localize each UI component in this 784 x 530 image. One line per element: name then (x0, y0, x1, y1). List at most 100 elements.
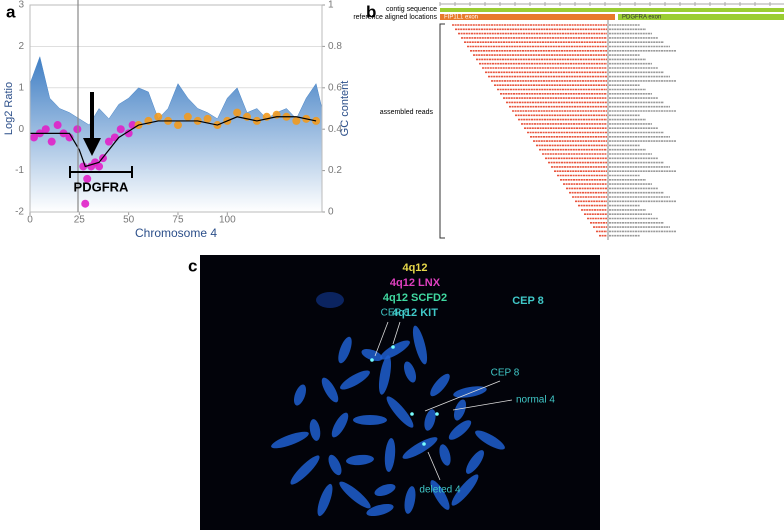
panel-a: -2 -1 0 1 2 3 0 0.2 0.4 0.6 0.8 1 0 25 50 75 100 PDGFRA Ch… (3, 0, 351, 240)
data-point (104, 137, 113, 146)
chromosome-label: CEP 8 (491, 368, 520, 379)
chromosome (366, 503, 394, 517)
chromosome (361, 348, 383, 362)
y-tick-label: -1 (15, 165, 24, 176)
chromosome (290, 455, 320, 485)
data-point (47, 137, 56, 146)
row-label: contig sequence (386, 6, 437, 13)
y2-tick-label: 0.4 (328, 124, 342, 135)
chromosome (402, 437, 438, 459)
chromosome (384, 438, 396, 472)
contig-bar (440, 8, 784, 12)
exon-bar (440, 14, 615, 20)
exon-label: PDGFRA exon (622, 15, 661, 21)
chromosome (271, 431, 309, 449)
probe-legend: CEP 8 (512, 295, 544, 307)
chromosome (340, 370, 370, 390)
pointer-arrow (392, 321, 401, 345)
x-tick-label: 25 (74, 215, 86, 226)
arrow-head (83, 138, 101, 156)
x-tick-label: 100 (219, 215, 236, 226)
data-point (41, 125, 50, 134)
probe-legend: 4q12 LNX (390, 277, 441, 289)
chromosome (293, 384, 307, 406)
data-point (65, 133, 74, 142)
signal (370, 358, 374, 362)
chromosome (453, 386, 487, 398)
chromosome (448, 420, 472, 440)
y-tick-label: 0 (18, 124, 24, 135)
chromosome (321, 377, 339, 403)
y-axis-label: Log2 Ratio (3, 82, 15, 135)
y2-tick-label: 1 (328, 0, 334, 11)
row-label: assembled reads (380, 109, 434, 116)
chromosome (339, 481, 371, 509)
signal (435, 412, 439, 416)
row-label: reference aligned locations (353, 14, 437, 21)
reads-bracket (439, 23, 445, 239)
pointer-arrow (427, 451, 441, 481)
pointer-arrow (374, 321, 389, 357)
chromosome (346, 454, 374, 466)
x-tick-label: 50 (123, 215, 135, 226)
panel-label: c (188, 256, 197, 275)
data-point (83, 174, 92, 183)
plot-frame (29, 4, 323, 213)
chromosome (331, 412, 349, 438)
panel-b: FIP1L1 exon PDGFRA exon contig sequenceref… (353, 2, 784, 240)
chromosome (453, 399, 467, 421)
exon-label: FIP1L1 exon (444, 15, 478, 21)
trend-line (30, 116, 317, 168)
annotation: PDGFRA (74, 179, 130, 194)
data-point (292, 116, 301, 125)
chromosome (430, 480, 450, 510)
chromosome (317, 483, 333, 517)
panel-label: a (6, 2, 16, 21)
y2-tick-label: 0.2 (328, 165, 342, 176)
y-tick-label: 2 (18, 41, 24, 52)
chromosome (374, 483, 396, 497)
chromosome (380, 340, 410, 360)
chromosome (386, 396, 414, 428)
y-tick-label: -2 (15, 207, 24, 218)
chromosome-label: deleted 4 (419, 485, 461, 496)
nucleus (316, 292, 344, 308)
data-point (79, 162, 88, 171)
data-point (81, 199, 90, 208)
data-point (73, 125, 82, 134)
data-point (53, 121, 62, 130)
chromosome (404, 486, 416, 514)
data-point (95, 162, 104, 171)
y2-tick-label: 0.8 (328, 41, 342, 52)
x-axis-label: Chromosome 4 (135, 226, 217, 240)
x-tick-label: 0 (27, 215, 33, 226)
data-point (124, 129, 133, 138)
chromosome (465, 450, 485, 474)
chromosome (412, 325, 428, 365)
chromosome-label: CEP 8 (381, 308, 410, 319)
probe-legend: 4q12 (402, 262, 427, 274)
data-point (116, 125, 125, 134)
gc-area (29, 55, 323, 213)
y2-tick-label: 0 (328, 207, 334, 218)
chromosome (451, 474, 479, 506)
chromosome (424, 409, 436, 431)
y-tick-label: 1 (18, 82, 24, 93)
x-tick-label: 75 (172, 215, 184, 226)
chromosome (403, 361, 417, 383)
panel-label: b (366, 2, 376, 21)
data-point (203, 114, 212, 123)
data-point (233, 108, 242, 117)
data-point (110, 133, 119, 142)
data-point (154, 112, 163, 121)
y-tick-label: 3 (18, 0, 24, 11)
data-point (183, 112, 192, 121)
chromosome (338, 336, 352, 364)
signal (391, 345, 395, 349)
chromosome (309, 419, 321, 441)
probe-legend: 4q12 SCFD2 (383, 292, 447, 304)
chromosome (430, 373, 450, 397)
bracket (69, 166, 133, 178)
